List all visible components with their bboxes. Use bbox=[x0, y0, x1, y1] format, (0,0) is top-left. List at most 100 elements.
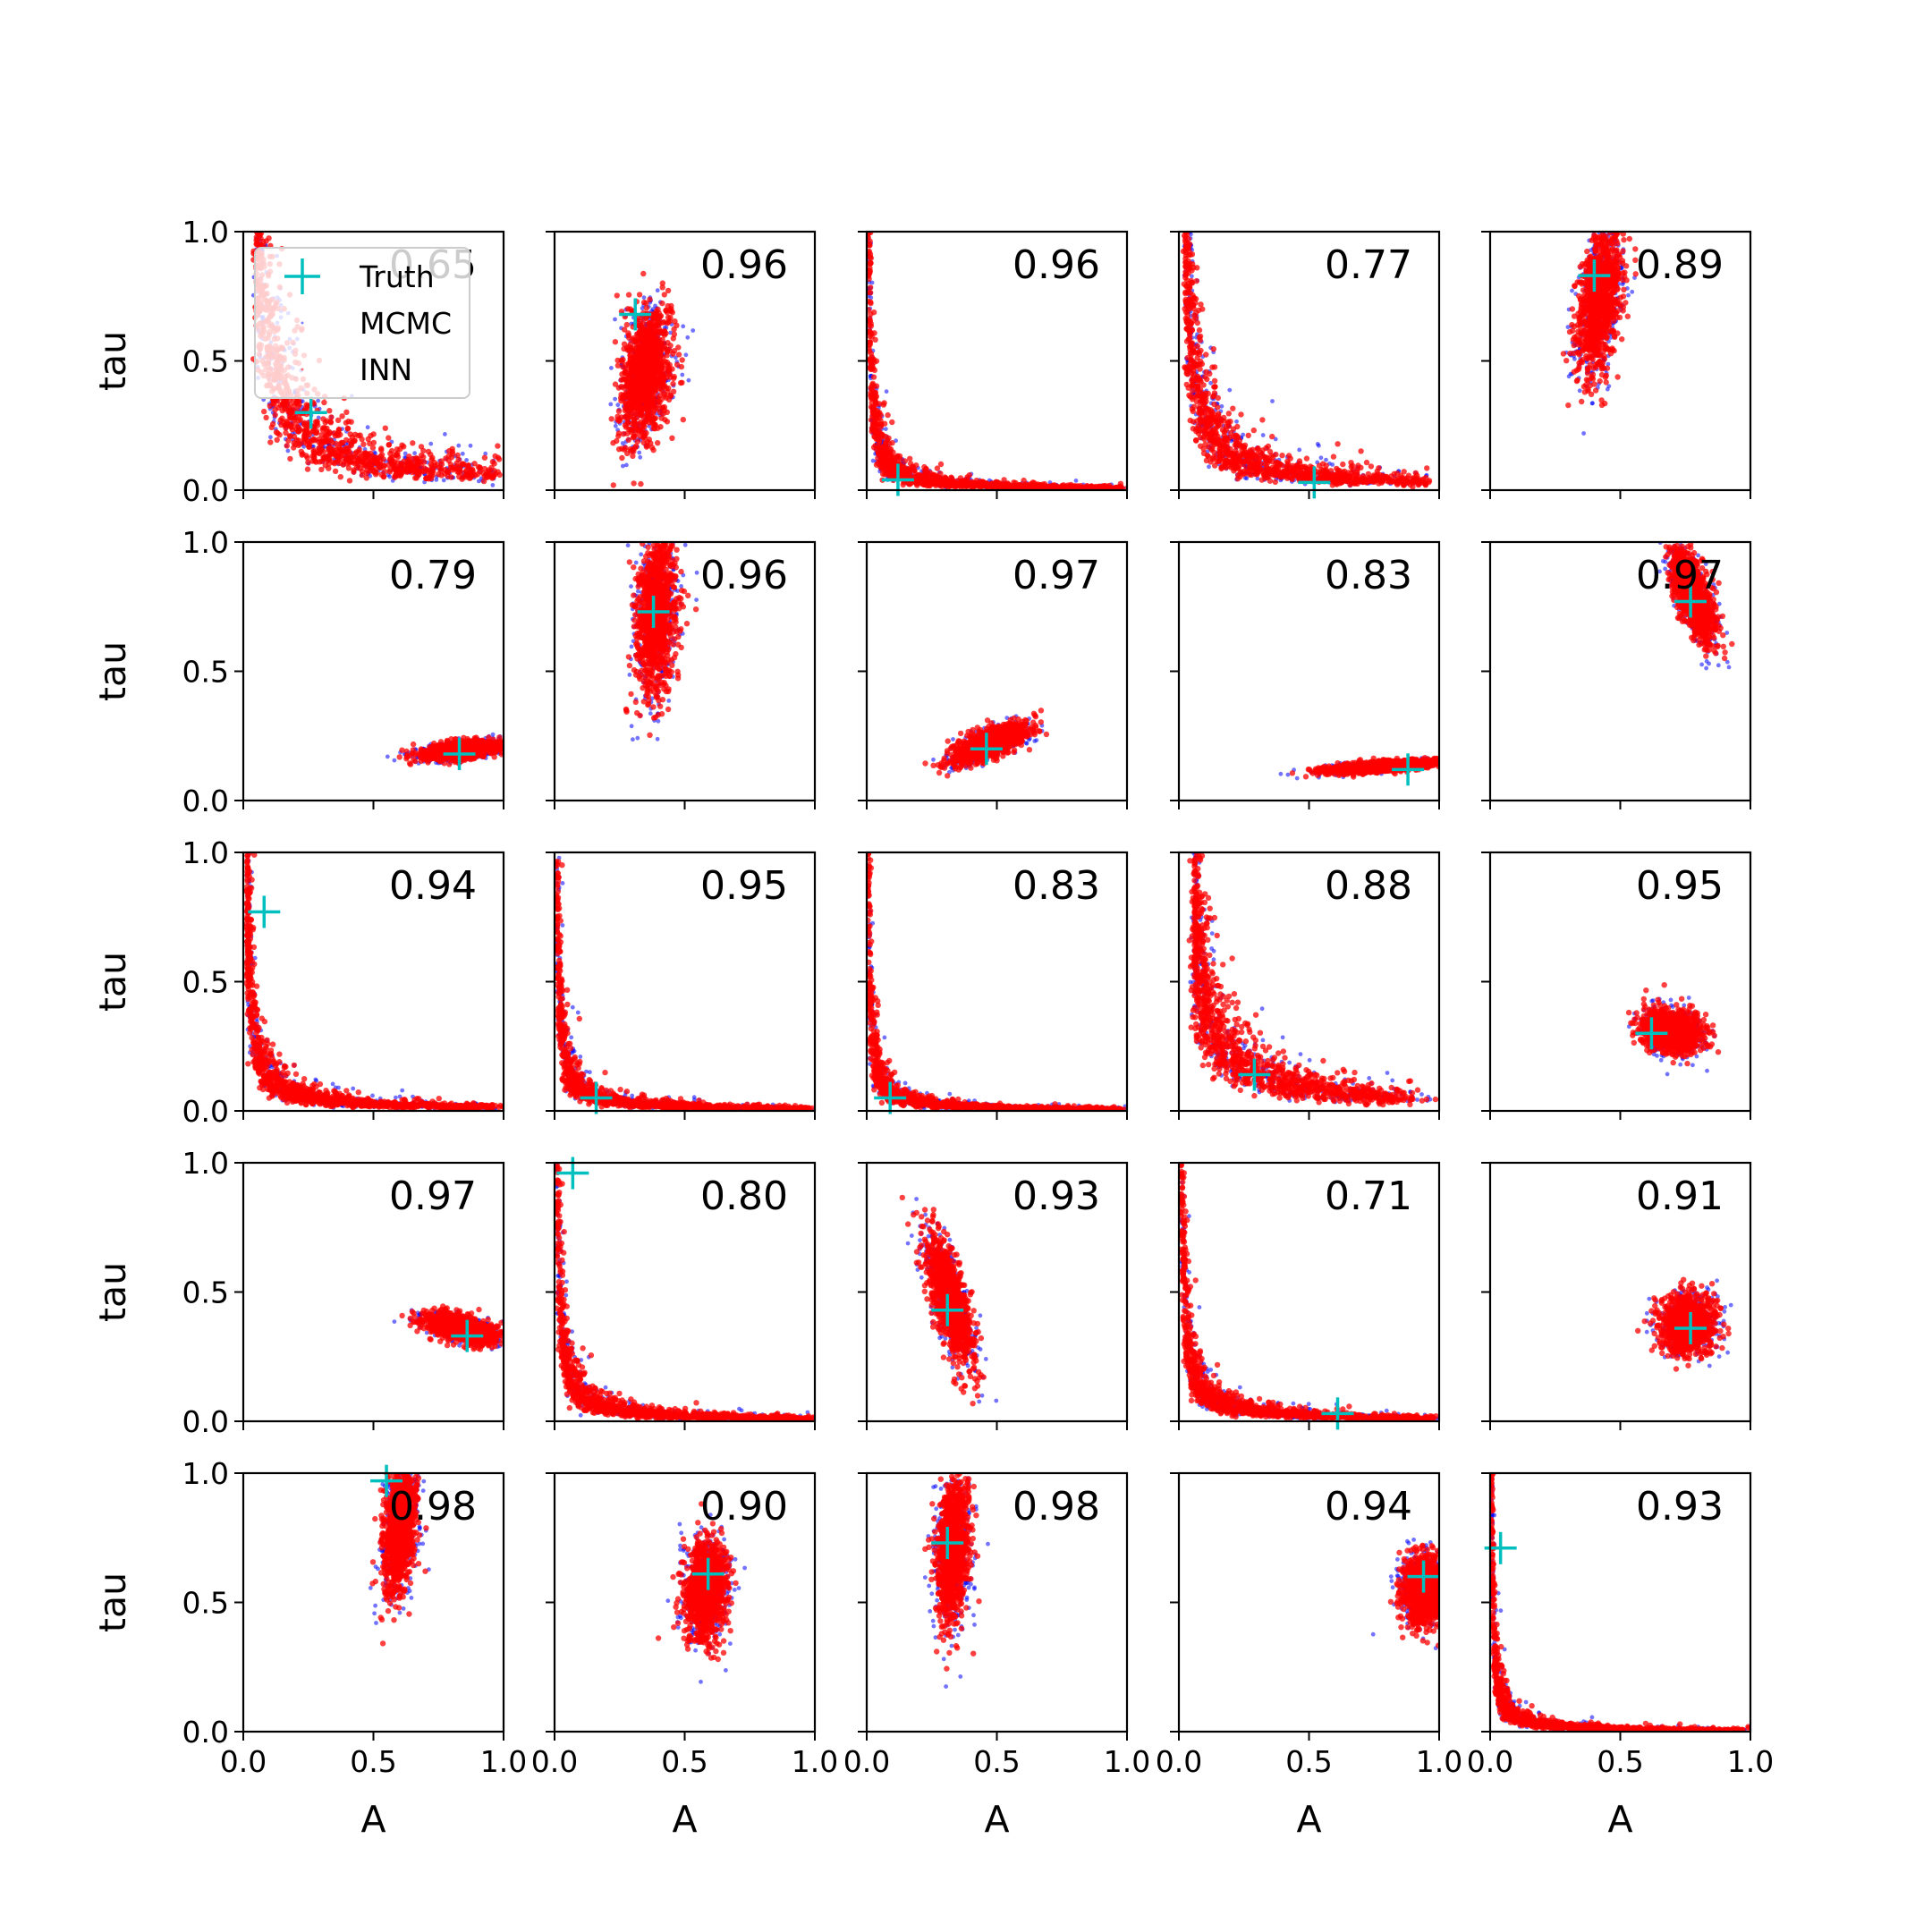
inn-point bbox=[996, 481, 1003, 487]
inn-point bbox=[296, 428, 303, 434]
inn-point bbox=[1194, 319, 1201, 326]
legend-label-mcmc: MCMC bbox=[360, 306, 452, 341]
inn-point bbox=[937, 461, 945, 468]
inn-point bbox=[301, 421, 308, 428]
inn-point bbox=[363, 455, 369, 462]
inn-point bbox=[674, 361, 681, 368]
inn-point bbox=[890, 470, 896, 476]
inn-point bbox=[1038, 482, 1044, 488]
legend-truth-marker bbox=[284, 258, 320, 294]
inn-point bbox=[460, 474, 466, 480]
inn-point bbox=[449, 448, 456, 455]
inn-point bbox=[631, 422, 639, 428]
inn-point bbox=[1268, 453, 1275, 459]
inn-point bbox=[625, 292, 632, 298]
panel-score: 0.96 bbox=[1013, 242, 1100, 288]
panel-3: 0.96 bbox=[858, 230, 1129, 499]
mcmc-point bbox=[613, 396, 617, 402]
inn-point bbox=[639, 359, 645, 366]
inn-point bbox=[929, 474, 936, 480]
inn-point bbox=[623, 321, 630, 328]
inn-point bbox=[661, 292, 667, 298]
inn-point bbox=[649, 411, 656, 417]
inn-point bbox=[659, 284, 665, 291]
inn-point bbox=[647, 296, 653, 302]
inn-point bbox=[912, 462, 919, 469]
inn-point bbox=[369, 445, 377, 451]
mcmc-point bbox=[1073, 479, 1079, 483]
inn-point bbox=[360, 450, 368, 457]
mcmc-point bbox=[621, 463, 625, 469]
mcmc-point bbox=[883, 427, 888, 431]
inn-point bbox=[410, 440, 416, 446]
inn-point bbox=[412, 475, 419, 481]
inn-point bbox=[453, 460, 460, 467]
inn-point bbox=[414, 462, 420, 469]
inn-point bbox=[923, 466, 929, 472]
inn-point bbox=[469, 466, 476, 472]
inn-point bbox=[643, 347, 649, 354]
inn-point bbox=[667, 343, 674, 349]
inn-point bbox=[283, 429, 289, 436]
inn-point bbox=[297, 441, 303, 447]
inn-point bbox=[667, 374, 674, 380]
inn-point bbox=[867, 348, 873, 354]
inn-point bbox=[656, 328, 662, 335]
inn-point bbox=[619, 394, 626, 401]
inn-point bbox=[621, 446, 628, 453]
inn-point bbox=[619, 358, 625, 365]
inn-point bbox=[630, 453, 636, 460]
mcmc-point bbox=[1227, 387, 1233, 393]
inn-point bbox=[496, 456, 503, 462]
inn-point bbox=[939, 480, 945, 487]
inn-point bbox=[305, 459, 311, 466]
inn-point bbox=[670, 335, 676, 342]
inn-point bbox=[652, 366, 658, 373]
inn-point bbox=[447, 462, 454, 468]
inn-point bbox=[633, 414, 640, 421]
inn-point bbox=[632, 338, 639, 345]
legend-label-truth: Truth bbox=[359, 259, 435, 294]
inn-point bbox=[622, 326, 628, 333]
inn-point bbox=[880, 402, 887, 408]
mcmc-point bbox=[441, 478, 446, 483]
inn-point bbox=[428, 456, 435, 463]
inn-point bbox=[321, 399, 327, 406]
inn-point bbox=[653, 310, 659, 317]
inn-point bbox=[905, 466, 911, 472]
inn-point bbox=[454, 469, 461, 475]
inn-point bbox=[668, 302, 674, 309]
inn-point bbox=[631, 355, 638, 361]
inn-point bbox=[316, 450, 323, 456]
inn-point bbox=[622, 422, 629, 428]
inn-point bbox=[643, 377, 649, 384]
inn-point bbox=[328, 451, 335, 457]
inn-point bbox=[286, 433, 293, 439]
inn-point bbox=[309, 428, 317, 435]
inn-point bbox=[627, 446, 633, 453]
inn-point bbox=[643, 364, 649, 370]
inn-point bbox=[651, 377, 657, 383]
inn-point bbox=[351, 469, 357, 475]
inn-point bbox=[459, 461, 466, 467]
inn-point bbox=[346, 478, 353, 484]
inn-point bbox=[316, 439, 322, 445]
mcmc-point bbox=[490, 483, 496, 487]
mcmc-point bbox=[1189, 232, 1193, 237]
inn-point bbox=[669, 435, 675, 441]
inn-point bbox=[882, 448, 889, 454]
inn-point bbox=[263, 414, 269, 421]
inn-point bbox=[870, 309, 877, 316]
inn-point bbox=[878, 455, 885, 462]
inn-point bbox=[631, 433, 638, 439]
mcmc-point bbox=[468, 443, 473, 448]
inn-point bbox=[638, 480, 644, 487]
inn-point bbox=[882, 466, 888, 472]
inn-point bbox=[651, 343, 658, 350]
inn-point bbox=[643, 386, 649, 392]
inn-point bbox=[885, 457, 891, 463]
inn-point bbox=[647, 396, 653, 402]
inn-point bbox=[867, 249, 871, 255]
inn-point bbox=[374, 454, 381, 461]
